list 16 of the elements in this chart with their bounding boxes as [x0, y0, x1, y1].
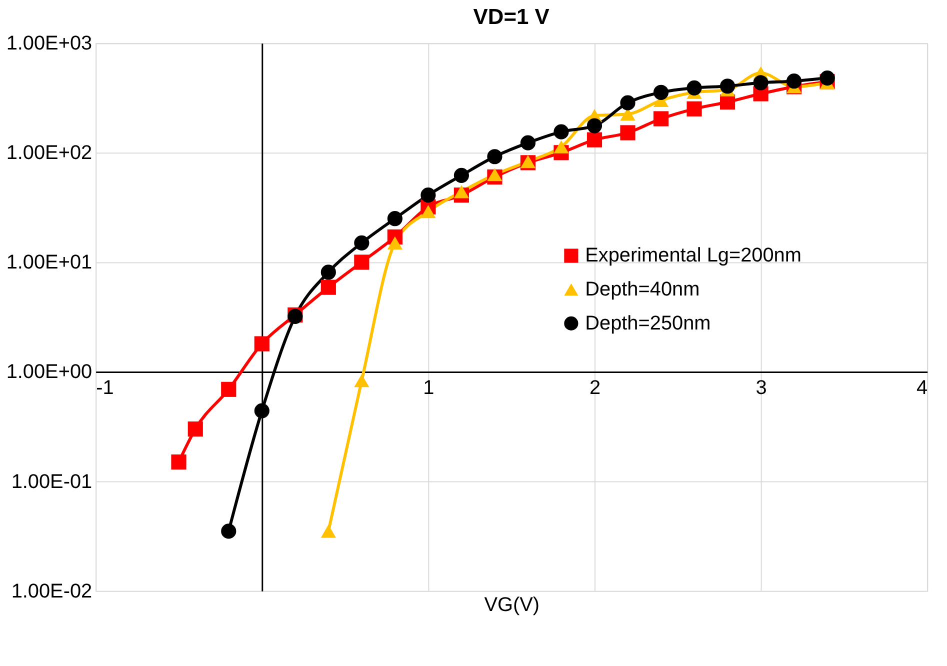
legend-label: Experimental Lg=200nm: [585, 244, 802, 267]
y-tick-label: 1.00E+03: [6, 32, 92, 55]
y-tick-label: 1.00E-01: [11, 470, 92, 493]
x-tick-label: 3: [756, 377, 767, 400]
x-tick-label: 2: [589, 377, 601, 400]
legend-label: Depth=250nm: [585, 312, 711, 334]
x-axis-title: VG(V): [484, 594, 540, 616]
x-tick-label: -1: [96, 377, 114, 400]
y-tick-label: 1.00E+01: [6, 252, 92, 274]
y-tick-label: 1.00E+00: [6, 361, 92, 384]
chart-title: VD=1 V: [473, 4, 550, 30]
x-tick-label: 1: [423, 377, 434, 400]
y-tick-label: 1.00E-02: [11, 580, 92, 602]
x-tick-label: 4: [916, 377, 928, 400]
y-tick-label: 1.00E+02: [6, 142, 92, 164]
legend-label: Depth=40nm: [585, 278, 700, 301]
